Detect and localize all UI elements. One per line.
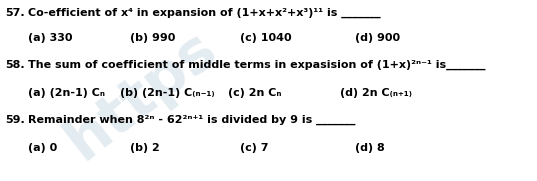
Text: (a) 0: (a) 0 <box>28 143 57 153</box>
Text: https: https <box>55 19 227 171</box>
Text: Remainder when 8²ⁿ - 62²ⁿ⁺¹ is divided by 9 is _______: Remainder when 8²ⁿ - 62²ⁿ⁺¹ is divided b… <box>28 115 355 125</box>
Text: (c) 7: (c) 7 <box>240 143 268 153</box>
Text: (d) 2n C₍ₙ₊₁₎: (d) 2n C₍ₙ₊₁₎ <box>340 88 412 98</box>
Text: (a) (2n-1) Cₙ: (a) (2n-1) Cₙ <box>28 88 105 98</box>
Text: Co-efficient of x⁴ in expansion of (1+x+x²+x³)¹¹ is _______: Co-efficient of x⁴ in expansion of (1+x+… <box>28 8 381 18</box>
Text: 58.: 58. <box>5 60 25 70</box>
Text: (b) 2: (b) 2 <box>130 143 159 153</box>
Text: (d) 900: (d) 900 <box>355 33 400 43</box>
Text: (b) 990: (b) 990 <box>130 33 176 43</box>
Text: (a) 330: (a) 330 <box>28 33 72 43</box>
Text: The sum of coefficient of middle terms in expasision of (1+x)²ⁿ⁻¹ is_______: The sum of coefficient of middle terms i… <box>28 60 485 70</box>
Text: 57.: 57. <box>5 8 25 18</box>
Text: (c) 2n Cₙ: (c) 2n Cₙ <box>228 88 281 98</box>
Text: 59.: 59. <box>5 115 25 125</box>
Text: (b) (2n-1) C₍ₙ₋₁₎: (b) (2n-1) C₍ₙ₋₁₎ <box>120 88 215 98</box>
Text: (d) 8: (d) 8 <box>355 143 384 153</box>
Text: (c) 1040: (c) 1040 <box>240 33 292 43</box>
